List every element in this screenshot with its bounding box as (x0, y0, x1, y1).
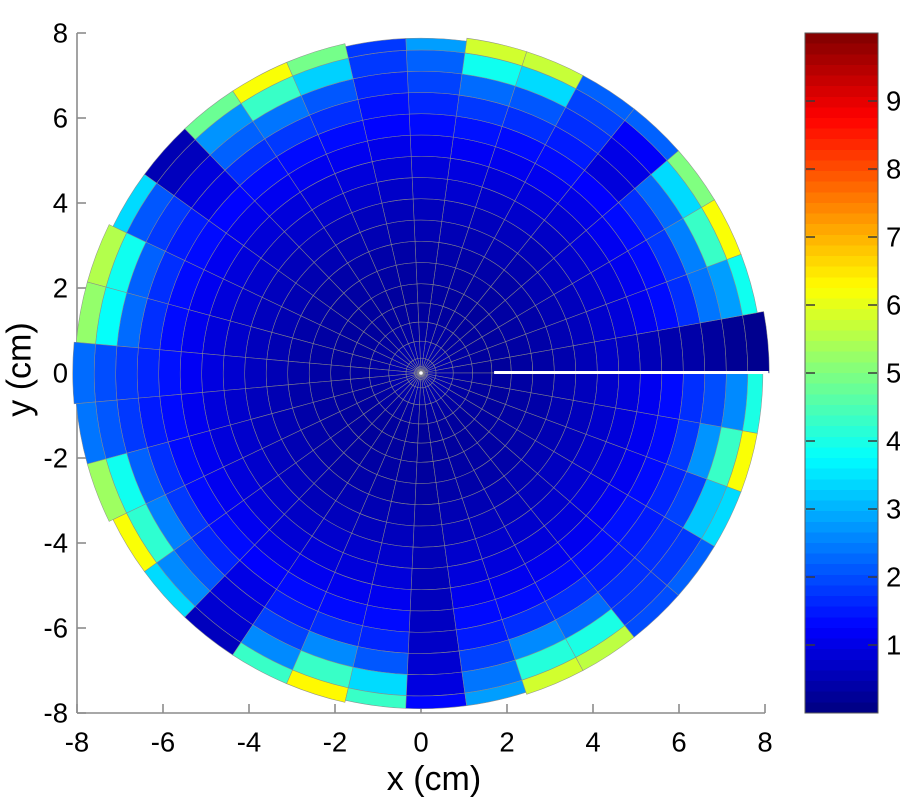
heatmap-cell (415, 461, 437, 484)
heatmap-cell (265, 358, 289, 388)
x-tick-label: 0 (413, 727, 428, 758)
heatmap-cell (381, 198, 415, 225)
colorbar-tick-label: 8 (886, 154, 900, 185)
colorbar-tick-label: 1 (886, 630, 900, 661)
heatmap-cell (412, 524, 445, 548)
y-tick-label: 6 (53, 103, 68, 134)
y-axis-label: y (cm) (0, 322, 39, 417)
x-tick-label: 6 (671, 727, 686, 758)
heatmap-cell (414, 482, 440, 506)
heatmap-cell (615, 333, 641, 374)
heatmap-cell (413, 219, 443, 243)
heatmap-cell (409, 134, 454, 159)
heatmap-cell (657, 326, 684, 374)
y-tick-label: 0 (53, 358, 68, 389)
colorbar-tick-label: 4 (886, 426, 900, 457)
colorbar-gradient (804, 32, 879, 714)
heatmap-cell (414, 240, 440, 264)
colorbar-tick-label: 5 (886, 358, 900, 389)
heatmap-cell (386, 219, 416, 245)
heatmap-cell (93, 343, 118, 403)
heatmap-cell (179, 351, 203, 395)
center-dot (419, 371, 423, 375)
x-tick-label: -6 (151, 727, 175, 758)
heatmap-cell (551, 372, 577, 401)
heatmap-cell (407, 92, 460, 117)
heatmap-cell (308, 362, 332, 384)
y-tick-label: 2 (53, 273, 68, 304)
heatmap-cell (409, 587, 454, 612)
heatmap-cell (386, 501, 416, 527)
heatmap-cell (408, 608, 457, 633)
colorbar-tick-label: 7 (886, 222, 900, 253)
heatmap-cell (406, 671, 466, 697)
heatmap-cell (411, 177, 448, 201)
heatmap-cell (636, 330, 663, 374)
heatmap-cell (287, 360, 310, 386)
y-tick-label: 4 (53, 188, 68, 219)
heatmap-cell (406, 49, 466, 75)
y-tick-label: 8 (53, 18, 68, 49)
heatmap-cell (594, 372, 620, 409)
x-tick-label: -4 (237, 727, 261, 758)
heatmap-cell (551, 345, 577, 374)
heatmap-cell (136, 347, 161, 399)
heatmap-cell (413, 503, 443, 527)
y-tick-label: -4 (44, 528, 68, 559)
colorbar-tick-label: 2 (886, 562, 900, 593)
heatmap-cell (115, 345, 139, 401)
heatmap-cell (407, 629, 460, 654)
heatmap-cell (381, 521, 415, 548)
x-tick-label: -8 (65, 727, 89, 758)
colorbar-tick-label: 6 (886, 290, 900, 321)
heatmap-cell (410, 155, 451, 180)
heatmap-cell (678, 372, 706, 424)
y-tick-label: -6 (44, 613, 68, 644)
heatmap-cell (657, 372, 684, 420)
heatmap-cell (636, 372, 663, 416)
heatmap-cell (410, 566, 451, 591)
heatmap-cell (407, 650, 463, 676)
heatmap-cell (158, 349, 182, 397)
heatmap-cell (572, 341, 598, 374)
heatmap-cell (572, 372, 598, 405)
heatmap-cell (615, 372, 641, 413)
heatmap-cell (72, 341, 96, 405)
y-tick-label: -8 (44, 698, 68, 729)
heatmap-cell (412, 198, 445, 222)
x-tick-label: 8 (757, 727, 772, 758)
y-tick-label: -2 (44, 443, 68, 474)
heatmap-cell (416, 283, 434, 304)
heatmap-cell (391, 480, 417, 505)
heatmap-cell (244, 357, 268, 389)
heatmap-cell (678, 322, 706, 374)
heatmap-cell (407, 70, 463, 96)
heatmap-cell (530, 372, 555, 397)
x-tick-label: -2 (323, 727, 347, 758)
colorbar-tick-label: 3 (886, 494, 900, 525)
x-axis-label: x (cm) (386, 760, 482, 798)
heatmap-cell (530, 349, 555, 374)
x-tick-label: 4 (585, 727, 600, 758)
heatmap-cell (201, 353, 225, 393)
heatmap-cell (330, 364, 351, 382)
heatmap-cell (594, 337, 620, 374)
heatmap-cell (408, 113, 457, 138)
x-tick-label: 2 (499, 727, 514, 758)
heatmap-cell (349, 366, 370, 380)
heatmap-cell (415, 262, 437, 285)
heatmap-cell (222, 355, 246, 391)
polar-mesh (72, 37, 770, 710)
colorbar-tick-label: 9 (886, 86, 900, 117)
heatmap-cell (509, 372, 534, 394)
heatmap-cell (411, 545, 448, 569)
